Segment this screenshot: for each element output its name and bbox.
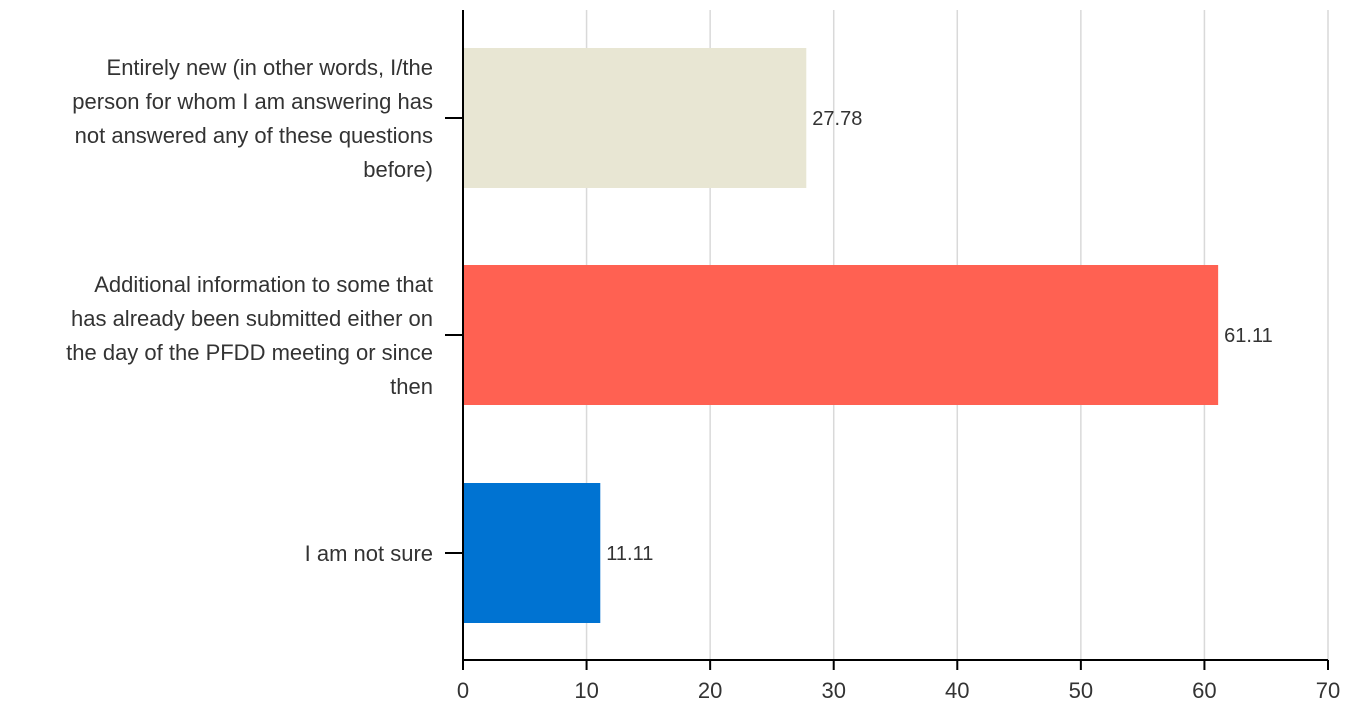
x-tick-label: 40 <box>945 678 969 703</box>
bar <box>463 48 806 188</box>
category-label-line: Additional information to some that <box>94 272 433 297</box>
x-tick-label: 10 <box>574 678 598 703</box>
x-tick-label: 0 <box>457 678 469 703</box>
data-label: 11.11 <box>606 543 653 565</box>
bars <box>463 48 1218 623</box>
x-tick-label: 70 <box>1316 678 1340 703</box>
bar <box>463 483 600 623</box>
x-tick-label: 20 <box>698 678 722 703</box>
category-label-line: before) <box>363 157 433 182</box>
category-label-line: I am not sure <box>305 541 433 566</box>
category-label-line: Entirely new (in other words, I/the <box>107 55 433 80</box>
x-tick-label: 60 <box>1192 678 1216 703</box>
x-tick-label: 50 <box>1069 678 1093 703</box>
data-label: 61.11 <box>1224 325 1273 347</box>
data-label: 27.78 <box>812 108 862 130</box>
category-label-line: has already been submitted either on <box>71 306 433 331</box>
category-label-line: person for whom I am answering has <box>72 89 433 114</box>
category-label-line: not answered any of these questions <box>75 123 433 148</box>
category-label-line: the day of the PFDD meeting or since <box>66 340 433 365</box>
bar <box>463 265 1218 405</box>
category-label-line: then <box>390 374 433 399</box>
x-tick-label: 30 <box>821 678 845 703</box>
